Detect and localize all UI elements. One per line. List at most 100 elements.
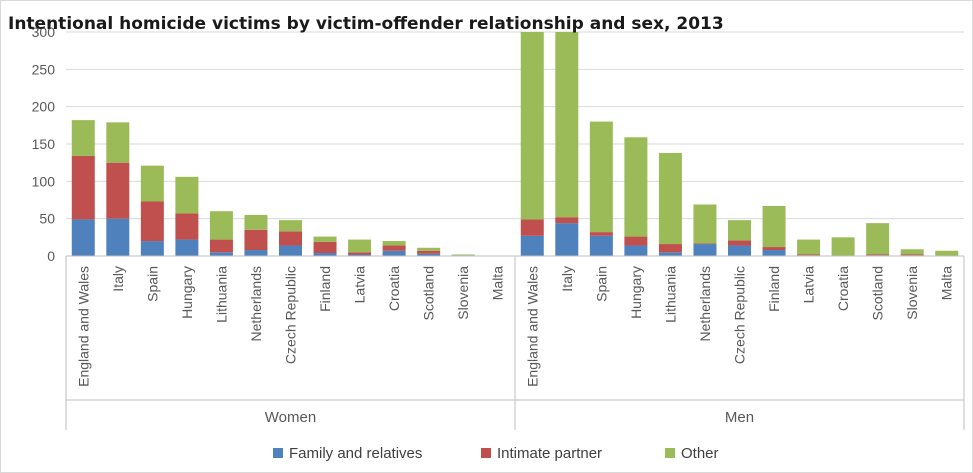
bar-segment xyxy=(106,218,130,256)
bar-segment xyxy=(658,244,682,253)
x-category-label: Malta xyxy=(490,266,506,300)
bar-segment xyxy=(728,245,751,256)
x-category-label: Hungary xyxy=(628,266,644,319)
bar-segment xyxy=(451,254,475,256)
bar-segment xyxy=(658,252,682,256)
x-group-label: Women xyxy=(265,409,316,426)
y-tick-label: 250 xyxy=(32,61,56,77)
x-category-label: Malta xyxy=(939,266,955,300)
bar-segment xyxy=(417,247,441,251)
legend: Family and relatives Intimate partner Othe… xyxy=(273,445,719,462)
bar-segment xyxy=(71,120,95,156)
bar-segment xyxy=(417,253,441,256)
chart-title: Intentional homicide victims by victim-o… xyxy=(8,14,724,34)
y-tick-label: 0 xyxy=(47,248,55,264)
x-category-label: Netherlands xyxy=(248,266,264,342)
x-axis: England and Wales Italy Spain Hungary Lithua… xyxy=(65,255,965,430)
bar-segment xyxy=(589,121,613,233)
x-category-label: Hungary xyxy=(179,266,195,319)
bar-segment xyxy=(900,249,924,255)
y-tick-label: 50 xyxy=(39,211,55,227)
x-category-label: Finland xyxy=(317,266,333,312)
legend-swatch xyxy=(481,448,491,458)
bar-segment xyxy=(382,250,406,256)
bar-segment xyxy=(520,32,544,220)
x-category-label: Croatia xyxy=(386,266,402,311)
bar-segment xyxy=(313,253,337,256)
bar-segment xyxy=(866,223,890,255)
x-category-label: Italy xyxy=(559,266,575,292)
bar-segment xyxy=(279,231,302,246)
bar-segment xyxy=(313,236,337,242)
legend-label: Intimate partner xyxy=(497,445,602,462)
bar-segment xyxy=(624,137,648,237)
y-tick-label: 100 xyxy=(32,173,56,189)
x-category-label: Czech Republic xyxy=(732,266,748,364)
bar-segment xyxy=(140,241,164,256)
bar-segment xyxy=(244,214,268,230)
x-category-label: Scotland xyxy=(870,266,886,320)
bar-segment xyxy=(728,240,751,246)
bar-segment xyxy=(624,245,648,256)
x-category-label: Croatia xyxy=(835,266,851,311)
bar-segment xyxy=(106,122,130,163)
bar-segment xyxy=(279,220,302,232)
x-category-label: Czech Republic xyxy=(283,266,299,364)
legend-label: Other xyxy=(681,445,719,462)
bar-segment xyxy=(175,239,199,256)
bar-segment xyxy=(693,204,717,244)
bar-segment xyxy=(935,250,959,256)
x-category-label: England and Wales xyxy=(524,266,540,387)
bar-segment xyxy=(209,211,233,240)
bar-segment xyxy=(382,241,406,246)
x-category-label: Netherlands xyxy=(697,266,713,342)
x-category-label: Slovenia xyxy=(455,266,471,320)
x-category-label: Finland xyxy=(766,266,782,312)
bar-segment xyxy=(175,213,199,240)
bar-segment xyxy=(866,254,890,256)
y-axis-ticks: 0 50 100 150 200 250 300 xyxy=(32,24,56,264)
x-category-label: Lithuania xyxy=(213,266,229,323)
legend-label: Family and relatives xyxy=(289,445,422,462)
bar-segment xyxy=(348,254,372,256)
bar-segment xyxy=(728,220,751,241)
bar-segment xyxy=(71,219,95,256)
bar-segment xyxy=(693,243,717,245)
bar-segment xyxy=(520,219,544,236)
y-tick-label: 200 xyxy=(32,99,56,115)
bar-segment xyxy=(589,235,613,256)
bar-segment xyxy=(900,254,924,256)
x-category-label: Latvia xyxy=(801,266,817,304)
gridlines xyxy=(66,31,964,220)
bar-segment xyxy=(140,165,164,202)
bar-segment xyxy=(762,250,786,256)
bar-segment xyxy=(279,245,302,256)
x-category-label: Lithuania xyxy=(662,266,678,323)
bar-segment xyxy=(555,32,579,218)
bar-segment xyxy=(209,239,233,253)
bar-segment xyxy=(797,254,821,256)
bar-segment xyxy=(520,235,544,256)
bar-segment xyxy=(555,223,579,256)
x-category-label: England and Wales xyxy=(75,266,91,387)
bar-segment xyxy=(831,237,855,256)
bar-segment xyxy=(140,201,164,242)
x-category-label: Scotland xyxy=(421,266,437,320)
bar-segment xyxy=(417,250,441,254)
bar-segment xyxy=(209,252,233,256)
y-tick-label: 300 xyxy=(32,24,56,40)
x-category-label: Spain xyxy=(593,266,609,302)
bar-segment xyxy=(762,247,786,251)
x-category-label: Slovenia xyxy=(904,266,920,320)
legend-swatch xyxy=(273,448,283,458)
bar-segment xyxy=(106,162,130,219)
bar-segment xyxy=(244,250,268,256)
bar-segment xyxy=(313,241,337,254)
bar-segment xyxy=(624,236,648,246)
bar-segment xyxy=(589,232,613,236)
bar-segment xyxy=(382,245,406,251)
bar-segment xyxy=(71,155,95,220)
bars xyxy=(71,32,959,256)
bar-segment xyxy=(555,217,579,224)
